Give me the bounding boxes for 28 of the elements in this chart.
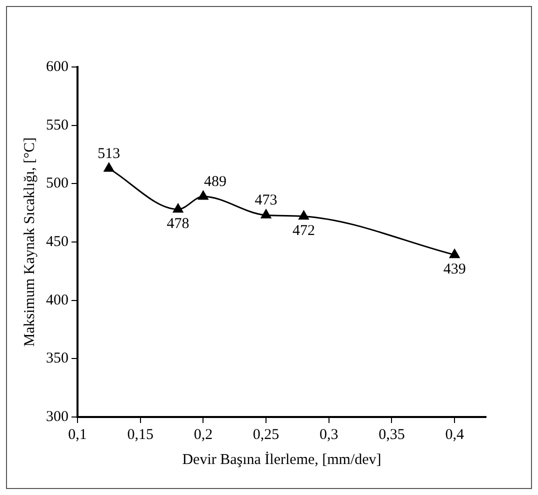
point bbox=[172, 204, 184, 213]
x-tick-label: 0,35 bbox=[378, 426, 405, 443]
x-axis-title: Devir Başına İlerleme, [mm/dev] bbox=[182, 450, 382, 468]
y-tick-label: 550 bbox=[46, 117, 68, 134]
x-tick-label: 0,25 bbox=[252, 426, 280, 443]
x-tick-label: 0,1 bbox=[68, 426, 87, 443]
data-label: 489 bbox=[204, 174, 226, 190]
x-tick-label: 0,4 bbox=[445, 426, 464, 443]
data-label: 439 bbox=[443, 261, 466, 278]
point bbox=[449, 249, 460, 258]
y-tick-label: 600 bbox=[46, 58, 68, 75]
x-tick-label: 0,2 bbox=[194, 426, 213, 443]
point bbox=[260, 209, 272, 218]
x-tick-label: 0,15 bbox=[127, 426, 154, 443]
y-tick-label: 400 bbox=[46, 292, 68, 308]
data-label: 473 bbox=[254, 192, 278, 209]
y-tick-label: 300 bbox=[46, 408, 68, 425]
y-axis-title: Maksimum Kaynak Sıcaklığı, [°C] bbox=[22, 137, 38, 347]
point bbox=[104, 162, 114, 172]
y-tick-label: 450 bbox=[46, 234, 68, 250]
data-label: 472 bbox=[292, 222, 315, 239]
point bbox=[198, 190, 208, 200]
y-tick-label: 500 bbox=[46, 176, 68, 192]
data-label: 478 bbox=[166, 216, 190, 232]
y-tick-label: 350 bbox=[46, 350, 68, 367]
x-tick-label: 0,3 bbox=[320, 426, 338, 443]
data-label: 513 bbox=[98, 146, 120, 162]
point bbox=[298, 210, 309, 220]
